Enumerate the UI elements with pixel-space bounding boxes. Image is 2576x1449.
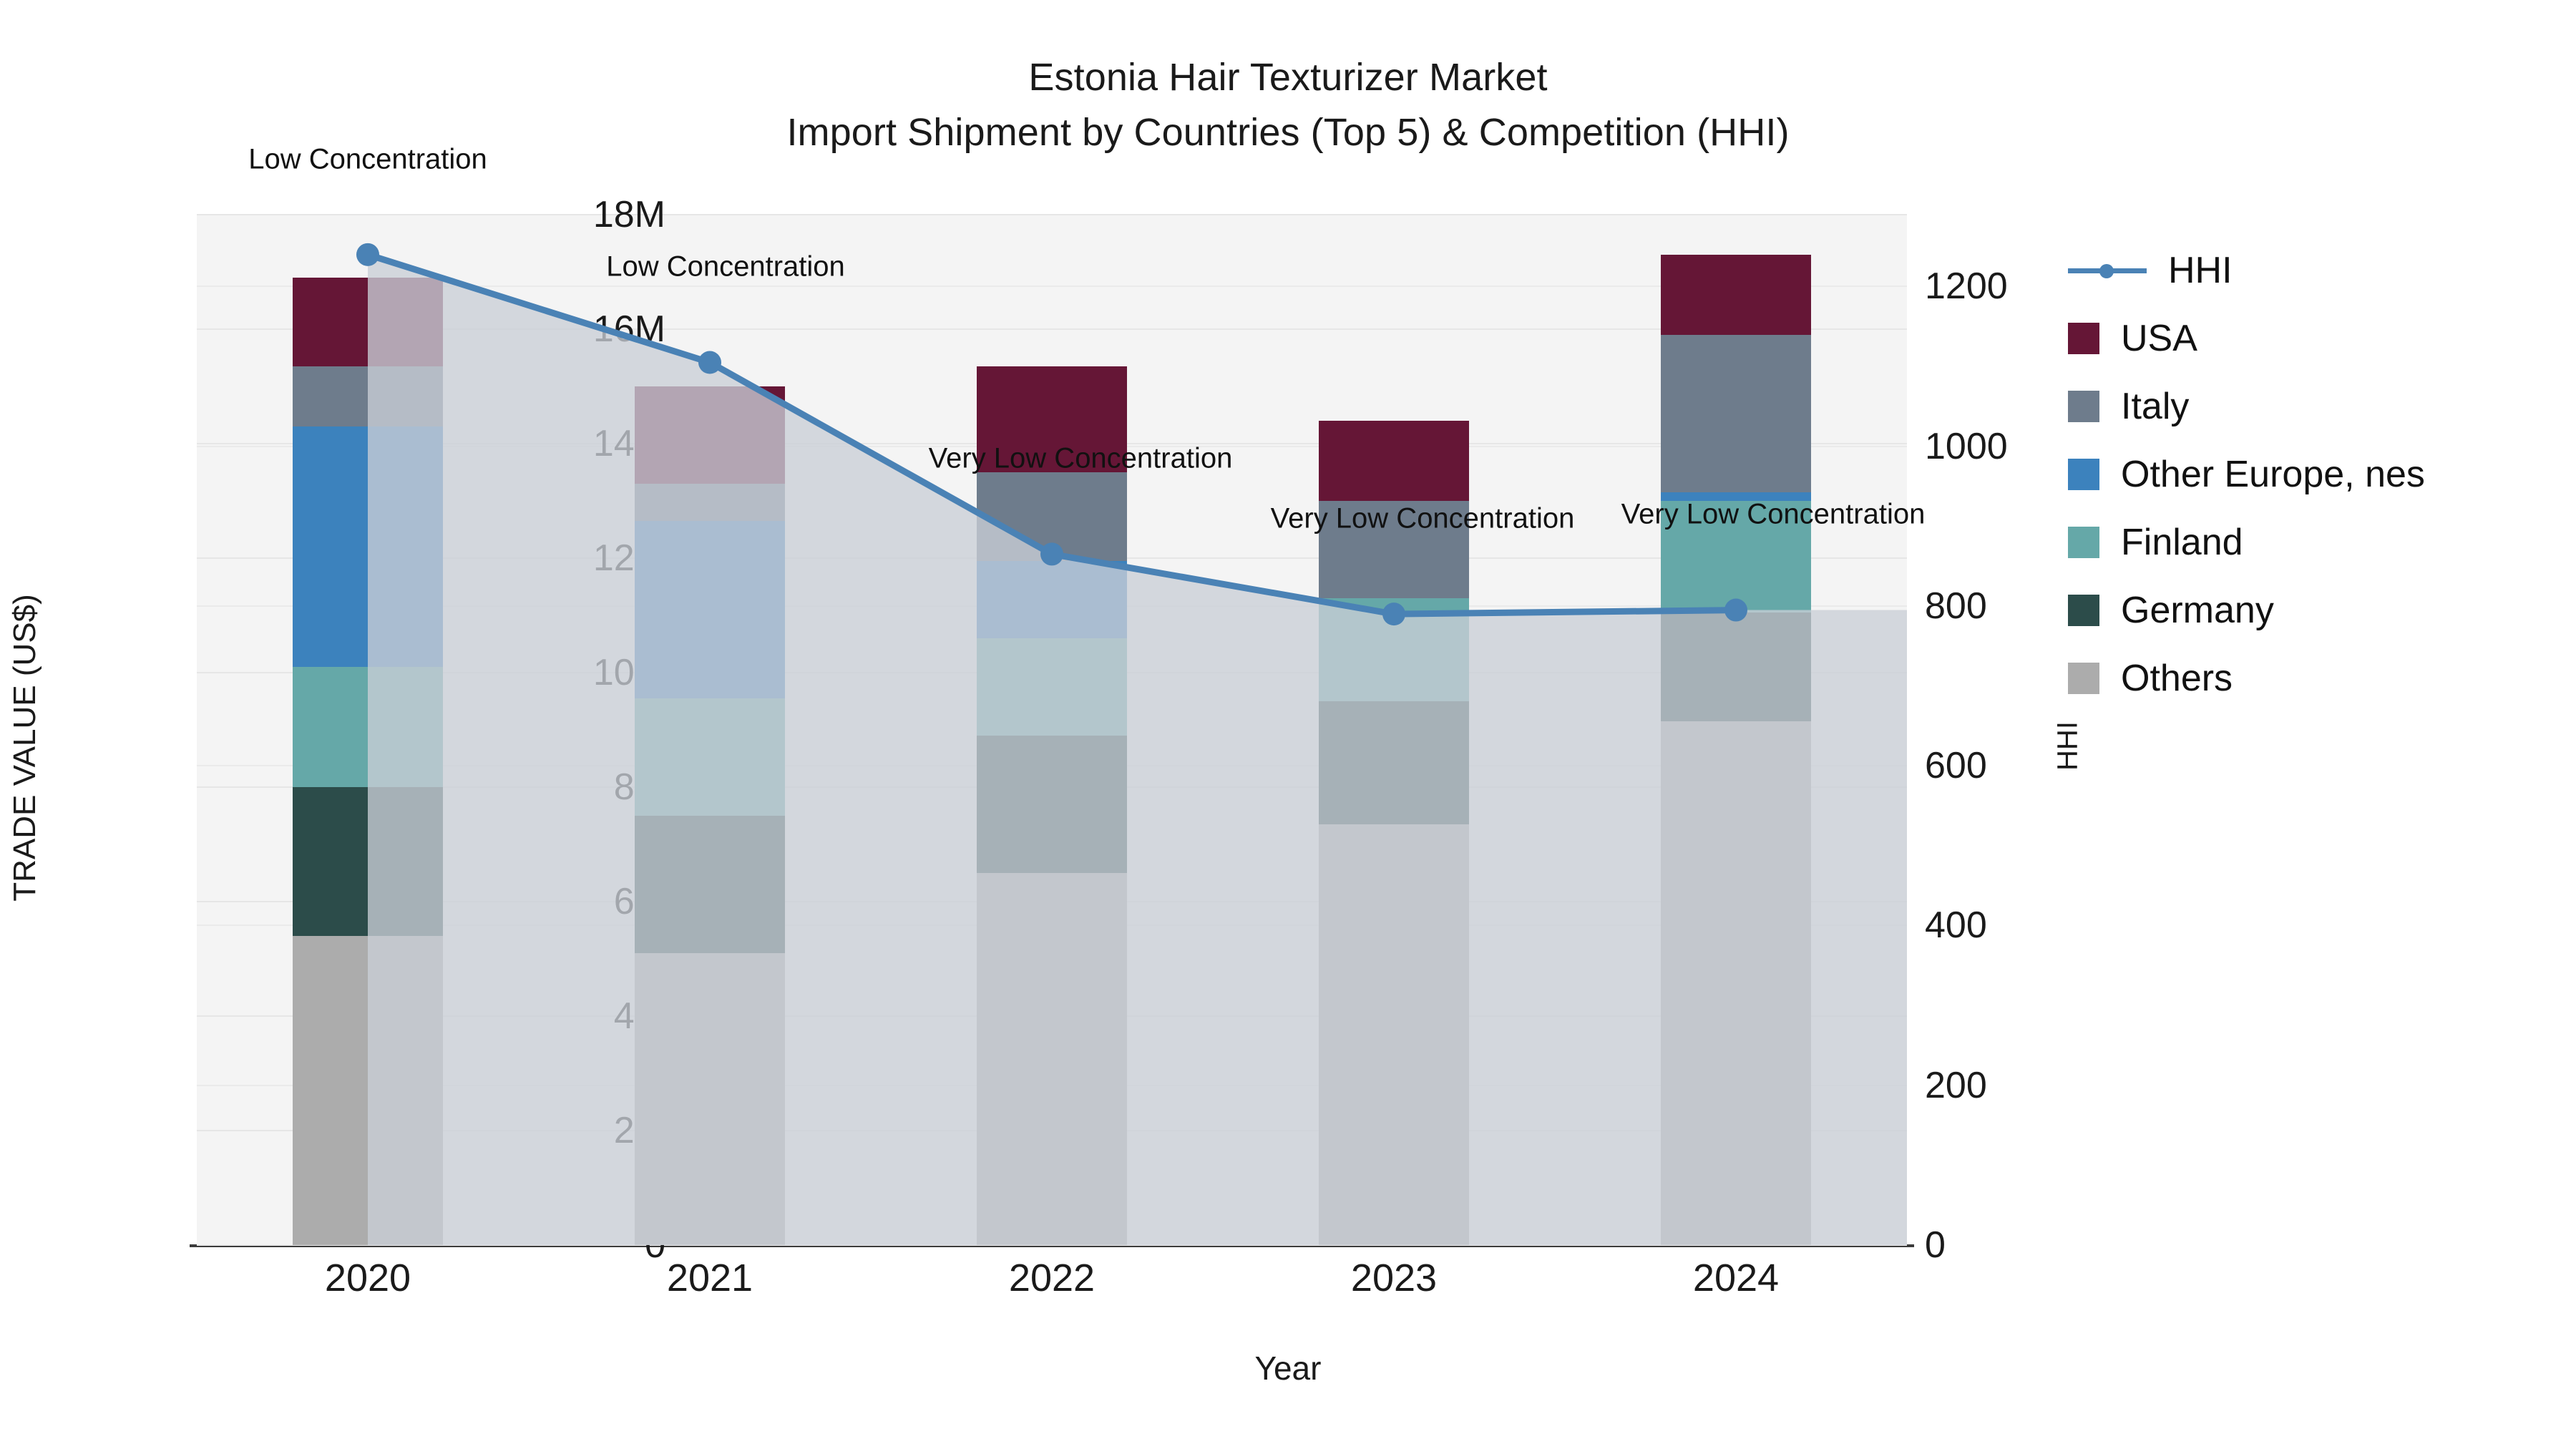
bar-segment[interactable]: [635, 953, 785, 1245]
bar-segment[interactable]: [1319, 421, 1469, 501]
legend-item[interactable]: Finland: [2068, 508, 2569, 576]
bar-segment[interactable]: [1661, 255, 1811, 335]
legend-color-swatch: [2068, 322, 2099, 354]
legend-color-swatch: [2068, 662, 2099, 694]
concentration-annotation: Very Low Concentration: [1270, 502, 1575, 535]
x-axis-line: [190, 1244, 1914, 1247]
secondary-y-axis-tick-label: 1000: [1925, 425, 2008, 467]
x-axis-tick-label: 2023: [1350, 1257, 1438, 1299]
bar-segment[interactable]: [1319, 598, 1469, 701]
bar-segment[interactable]: [977, 561, 1127, 638]
bar-segment[interactable]: [1661, 335, 1811, 492]
concentration-annotation: Low Concentration: [606, 250, 845, 283]
bar-segment[interactable]: [293, 667, 443, 787]
bar-segment[interactable]: [977, 736, 1127, 873]
gridline-secondary: [197, 1244, 1907, 1246]
legend-item-label: HHI: [2168, 249, 2233, 291]
bar-segment[interactable]: [293, 426, 443, 667]
legend-item-label: Other Europe, nes: [2121, 453, 2425, 495]
secondary-y-axis-tick-label: 1200: [1925, 265, 2008, 308]
bar-segment[interactable]: [635, 484, 785, 521]
legend-item-label: Finland: [2121, 521, 2243, 563]
y-axis-title: TRADE VALUE (US$): [7, 594, 42, 902]
legend-item[interactable]: Italy: [2068, 372, 2569, 440]
secondary-y-axis-tick-label: 800: [1925, 585, 1987, 627]
legend-item[interactable]: Other Europe, nes: [2068, 440, 2569, 508]
bar-segment[interactable]: [293, 278, 443, 366]
chart-title-line-1: Estonia Hair Texturizer Market: [1028, 56, 1548, 99]
bar-segment[interactable]: [1319, 824, 1469, 1245]
legend-item-label: Italy: [2121, 385, 2190, 427]
concentration-annotation: Very Low Concentration: [1621, 498, 1926, 530]
secondary-y-axis-tick-label: 0: [1925, 1224, 1946, 1266]
secondary-y-axis-tick-label: 400: [1925, 904, 1987, 947]
bar-segment[interactable]: [635, 386, 785, 484]
x-axis-tick-label: 2022: [1008, 1257, 1096, 1299]
legend-item[interactable]: Others: [2068, 644, 2569, 712]
bar-segment[interactable]: [635, 521, 785, 698]
x-axis-tick-label: 2021: [666, 1257, 753, 1299]
stacked-bar[interactable]: [977, 215, 1127, 1245]
stacked-bar[interactable]: [1661, 215, 1811, 1245]
legend-item[interactable]: HHI: [2068, 236, 2569, 304]
legend-color-swatch: [2068, 458, 2099, 490]
bar-segment[interactable]: [1661, 613, 1811, 721]
legend-item[interactable]: USA: [2068, 304, 2569, 372]
legend-item-label: Others: [2121, 657, 2233, 699]
gridline-primary: [197, 214, 1907, 215]
concentration-annotation: Low Concentration: [248, 143, 487, 175]
legend-item[interactable]: Germany: [2068, 576, 2569, 644]
bar-segment[interactable]: [635, 698, 785, 816]
secondary-y-axis-tick-label: 600: [1925, 745, 1987, 787]
x-axis-title: Year: [1254, 1350, 1322, 1387]
legend-color-swatch: [2068, 594, 2099, 626]
legend-item-label: USA: [2121, 317, 2197, 359]
y-axis-tick-label: 18M: [592, 194, 665, 235]
bar-segment[interactable]: [293, 936, 443, 1245]
bar-segment[interactable]: [293, 366, 443, 426]
bar-segment[interactable]: [977, 638, 1127, 736]
bar-segment[interactable]: [293, 787, 443, 936]
x-axis-tick-label: 2020: [324, 1257, 411, 1299]
stacked-bar[interactable]: [635, 215, 785, 1245]
x-axis-tick-label: 2024: [1692, 1257, 1780, 1299]
bar-segment[interactable]: [635, 816, 785, 953]
legend-item-label: Germany: [2121, 589, 2274, 631]
bar-segment[interactable]: [977, 472, 1127, 561]
secondary-y-axis-tick-label: 200: [1925, 1064, 1987, 1106]
legend-color-swatch: [2068, 526, 2099, 558]
stacked-bar[interactable]: [1319, 215, 1469, 1245]
legend-line-marker-icon: [2068, 255, 2147, 286]
bar-segment[interactable]: [1319, 701, 1469, 824]
legend-color-swatch: [2068, 390, 2099, 422]
bar-segment[interactable]: [1661, 721, 1811, 1245]
bar-segment[interactable]: [977, 873, 1127, 1245]
concentration-annotation: Very Low Concentration: [928, 442, 1233, 474]
chart-legend: HHI USA Italy Other Europe, nes Finland Germa…: [2068, 236, 2569, 712]
stacked-bar[interactable]: [293, 215, 443, 1245]
